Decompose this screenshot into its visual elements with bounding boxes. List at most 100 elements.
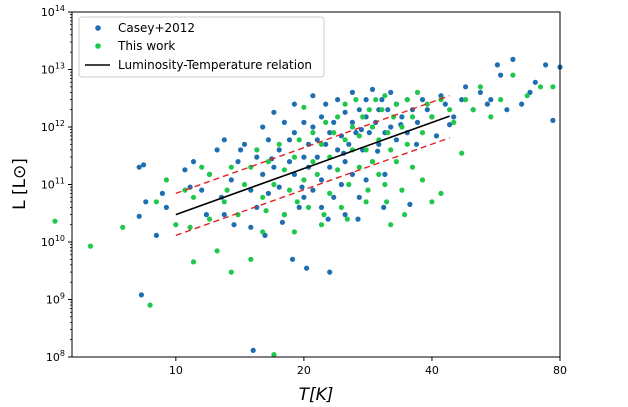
data-point [206, 171, 213, 177]
data-point [301, 154, 307, 160]
data-point [342, 137, 348, 143]
data-point [289, 256, 296, 262]
data-point [301, 119, 307, 125]
data-point [214, 248, 220, 254]
data-point [265, 137, 271, 143]
data-point [459, 150, 465, 156]
data-point [325, 216, 331, 222]
data-point [550, 84, 556, 90]
data-point [254, 154, 260, 160]
data-point [310, 130, 316, 136]
data-point [173, 222, 179, 228]
data-point [382, 181, 388, 188]
data-point [404, 141, 410, 147]
data-point [498, 72, 504, 78]
data-point [286, 187, 293, 193]
data-point [281, 119, 287, 125]
data-point [281, 212, 287, 218]
data-point [349, 171, 355, 177]
data-point [429, 114, 435, 120]
x-axis-label: T[K] [299, 385, 334, 405]
data-point [214, 147, 220, 153]
data-point [335, 167, 341, 173]
data-point [153, 199, 159, 205]
data-point [190, 159, 197, 165]
data-point [470, 107, 476, 113]
data-point [318, 114, 325, 120]
data-point [376, 141, 382, 147]
data-point [271, 181, 277, 188]
data-point [265, 159, 271, 165]
data-point [163, 177, 169, 183]
data-point [369, 124, 376, 130]
data-point [203, 212, 209, 218]
data-point [260, 124, 266, 130]
data-point [484, 101, 490, 107]
data-point [294, 199, 300, 205]
lines-layer [175, 95, 450, 237]
data-point [355, 216, 361, 222]
data-point [318, 141, 325, 147]
x-axis-ticks: 10 20 40 80 [169, 357, 567, 377]
data-point [276, 147, 282, 153]
data-point [498, 97, 504, 103]
legend-label-relation: Luminosity-Temperature relation [118, 58, 312, 72]
data-point [248, 224, 254, 230]
data-point [342, 212, 348, 218]
data-point [260, 171, 266, 177]
data-point [52, 218, 58, 224]
data-point [342, 109, 348, 115]
data-point [407, 201, 413, 207]
data-point [228, 269, 234, 275]
data-point [349, 89, 355, 95]
data-point [301, 104, 307, 110]
data-point [369, 86, 376, 92]
data-point [221, 137, 227, 143]
data-point [327, 190, 333, 196]
data-point [360, 114, 366, 120]
data-point [323, 119, 329, 125]
data-point [363, 177, 369, 183]
data-point [488, 97, 494, 103]
data-point [271, 352, 277, 358]
data-point [291, 130, 297, 136]
data-point [382, 93, 388, 99]
data-point [281, 167, 287, 173]
data-point [286, 137, 293, 143]
data-point [254, 147, 260, 153]
data-point [379, 107, 385, 113]
data-point [399, 114, 405, 120]
data-point [286, 159, 293, 165]
data-point [263, 208, 269, 214]
data-point [419, 130, 426, 136]
data-point [510, 56, 516, 63]
legend: Casey+2012 This work Luminosity-Temperat… [78, 16, 325, 78]
data-point [373, 97, 379, 103]
data-point [314, 154, 320, 160]
data-point [375, 148, 381, 154]
data-point [438, 93, 444, 99]
data-point [335, 97, 341, 103]
data-point [318, 204, 325, 210]
data-point [318, 177, 325, 183]
data-point [477, 89, 483, 95]
data-point [338, 204, 344, 210]
data-point [327, 269, 333, 275]
data-point [393, 159, 399, 165]
data-point [301, 194, 307, 200]
data-point [338, 181, 344, 188]
data-point [265, 190, 271, 196]
data-point [424, 107, 430, 113]
data-point [136, 213, 142, 219]
data-point [228, 177, 234, 183]
data-point [331, 130, 337, 136]
relation-dashed-line [175, 137, 450, 237]
data-point [404, 97, 410, 103]
data-point [228, 164, 234, 170]
legend-label-casey: Casey+2012 [118, 21, 195, 35]
data-point [182, 187, 188, 193]
relation-dashed-line [175, 95, 450, 195]
data-point [299, 184, 305, 190]
data-point [276, 184, 282, 190]
